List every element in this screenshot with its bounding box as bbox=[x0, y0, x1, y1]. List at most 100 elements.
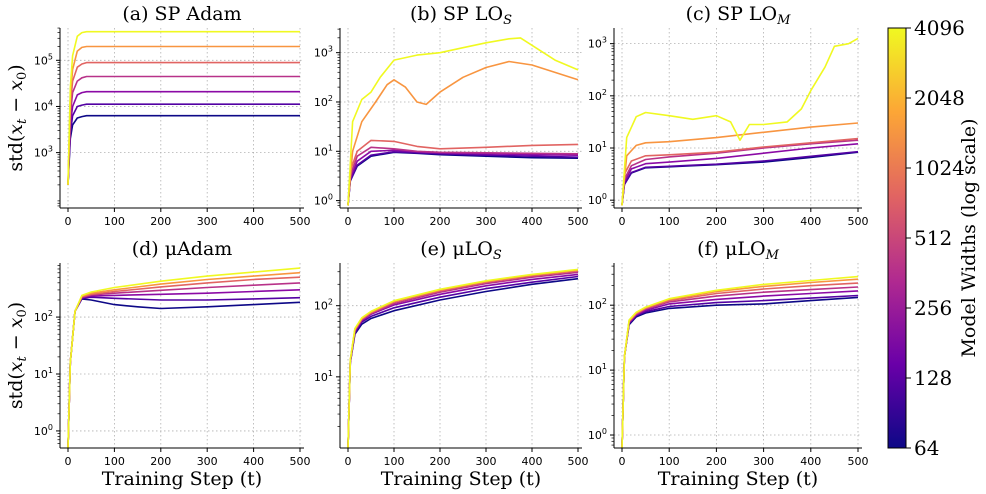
x-tick-label: 500 bbox=[290, 455, 311, 468]
y-tick-label: 100 bbox=[588, 427, 607, 442]
series-line-128 bbox=[621, 294, 859, 448]
panel-title-a: (a) SP Adam bbox=[122, 3, 241, 25]
y-tick-label: 103 bbox=[314, 45, 333, 60]
y-tick-label: 102 bbox=[34, 309, 53, 324]
series-line-64 bbox=[67, 298, 301, 448]
series-line-2048 bbox=[347, 60, 579, 206]
y-tick-label: 103 bbox=[588, 36, 607, 51]
x-tick-label: 300 bbox=[197, 215, 218, 228]
series-line-256 bbox=[621, 290, 859, 448]
x-tick-label: 200 bbox=[150, 455, 171, 468]
colorbar-tick-label: 64 bbox=[914, 436, 939, 460]
colorbar-tick-label: 256 bbox=[914, 296, 952, 320]
x-tick-label: 200 bbox=[430, 215, 451, 228]
x-tick-label: 100 bbox=[659, 215, 680, 228]
series-line-256 bbox=[621, 143, 859, 206]
series-group bbox=[67, 267, 301, 448]
y-tick-label: 101 bbox=[34, 366, 53, 381]
y-tick-label: 102 bbox=[314, 94, 333, 109]
series-line-256 bbox=[347, 149, 579, 206]
panel-c: 0 100 200 300 400 500 100 101 102 103 (c) SP LOM bbox=[588, 3, 869, 228]
series-line-4096 bbox=[347, 37, 579, 206]
x-tick-label: 0 bbox=[619, 455, 626, 468]
series-line-4096 bbox=[347, 268, 579, 448]
x-tick-label: 500 bbox=[848, 455, 869, 468]
series-group bbox=[347, 37, 579, 206]
series-group bbox=[67, 30, 300, 185]
panel-title-f: (f) μLOM bbox=[697, 238, 779, 263]
series-line-256 bbox=[67, 289, 301, 448]
x-tick-label: 500 bbox=[290, 215, 311, 228]
x-tick-label: 200 bbox=[706, 215, 727, 228]
series-line-4096 bbox=[621, 37, 859, 206]
colorbar-tick-label: 128 bbox=[914, 366, 952, 390]
x-tick-label: 0 bbox=[65, 215, 72, 228]
colorbar-tick-label: 4096 bbox=[914, 16, 965, 40]
series-line-128 bbox=[347, 275, 579, 448]
y-tick-label: 102 bbox=[588, 88, 607, 103]
x-axis-label: Training Step (t) bbox=[658, 468, 818, 490]
x-tick-label: 500 bbox=[568, 455, 589, 468]
colorbar-tick-label: 1024 bbox=[914, 156, 965, 180]
x-tick-label: 0 bbox=[619, 215, 626, 228]
x-tick-label: 500 bbox=[848, 215, 869, 228]
panel-e: 0 100 200 300 400 500 101 102 (e) μLOS Training S… bbox=[314, 238, 589, 490]
colorbar-label: Model Widths (log scale) bbox=[958, 118, 980, 357]
series-line-128 bbox=[621, 150, 859, 206]
colorbar-tick-label: 2048 bbox=[914, 86, 965, 110]
x-axis-label: Training Step (t) bbox=[102, 468, 262, 490]
x-tick-label: 200 bbox=[430, 455, 451, 468]
y-tick-label: 100 bbox=[588, 192, 607, 207]
panel-title-e: (e) μLOS bbox=[420, 238, 502, 263]
x-tick-label: 400 bbox=[522, 455, 543, 468]
series-line-256 bbox=[67, 90, 300, 185]
x-axis-label: Training Step (t) bbox=[381, 468, 541, 490]
series-line-64 bbox=[347, 277, 579, 448]
panel-a: 0 100 200 300 400 500 103 104 105 (a) SP Adam std(… bbox=[5, 3, 311, 228]
x-tick-label: 300 bbox=[753, 455, 774, 468]
panels: 0 100 200 300 400 500 103 104 105 (a) SP Adam std(… bbox=[5, 3, 869, 490]
y-tick-label: 102 bbox=[588, 297, 607, 312]
x-tick-label: 100 bbox=[104, 215, 125, 228]
panel-title-c: (c) SP LOM bbox=[686, 3, 792, 28]
x-tick-label: 200 bbox=[150, 215, 171, 228]
panel-d: 0 100 200 300 400 500 100 101 102 (d) μAdam std(xt… bbox=[5, 238, 311, 490]
x-tick-label: 100 bbox=[384, 455, 405, 468]
x-tick-label: 300 bbox=[476, 455, 497, 468]
y-tick-label: 102 bbox=[314, 298, 333, 313]
x-tick-label: 100 bbox=[384, 215, 405, 228]
y-axis-label: std(xt − x0) bbox=[5, 64, 30, 171]
series-line-1024 bbox=[347, 139, 579, 206]
x-tick-label: 400 bbox=[243, 215, 264, 228]
y-tick-label: 104 bbox=[34, 98, 53, 113]
series-line-64 bbox=[621, 151, 859, 206]
y-tick-label: 103 bbox=[34, 145, 53, 160]
series-group bbox=[621, 275, 859, 448]
x-tick-label: 300 bbox=[476, 215, 497, 228]
y-axis-label: std(xt − x0) bbox=[5, 302, 30, 409]
series-line-1024 bbox=[621, 137, 859, 206]
x-tick-label: 400 bbox=[522, 215, 543, 228]
colorbar-tick-label: 512 bbox=[914, 226, 952, 250]
x-tick-label: 300 bbox=[197, 455, 218, 468]
series-line-128 bbox=[67, 296, 301, 448]
series-line-256 bbox=[347, 273, 579, 448]
panel-b: 0 100 200 300 400 500 100 101 102 103 (b) SP LOS bbox=[314, 3, 589, 228]
x-tick-label: 300 bbox=[753, 215, 774, 228]
x-tick-label: 100 bbox=[659, 455, 680, 468]
x-tick-label: 200 bbox=[706, 455, 727, 468]
series-line-4096 bbox=[621, 275, 859, 448]
colorbar-gradient bbox=[887, 27, 907, 449]
series-line-2048 bbox=[347, 269, 579, 448]
series-line-512 bbox=[67, 75, 300, 185]
x-tick-label: 400 bbox=[800, 215, 821, 228]
colorbar: 4096 2048 1024 512 256 128 64 Model Widths (log… bbox=[887, 16, 980, 460]
x-tick-label: 400 bbox=[800, 455, 821, 468]
series-line-64 bbox=[67, 114, 300, 185]
y-tick-label: 100 bbox=[34, 423, 53, 438]
series-line-128 bbox=[347, 151, 579, 206]
series-line-512 bbox=[347, 271, 579, 448]
series-line-2048 bbox=[621, 122, 859, 206]
series-line-1024 bbox=[67, 61, 300, 185]
